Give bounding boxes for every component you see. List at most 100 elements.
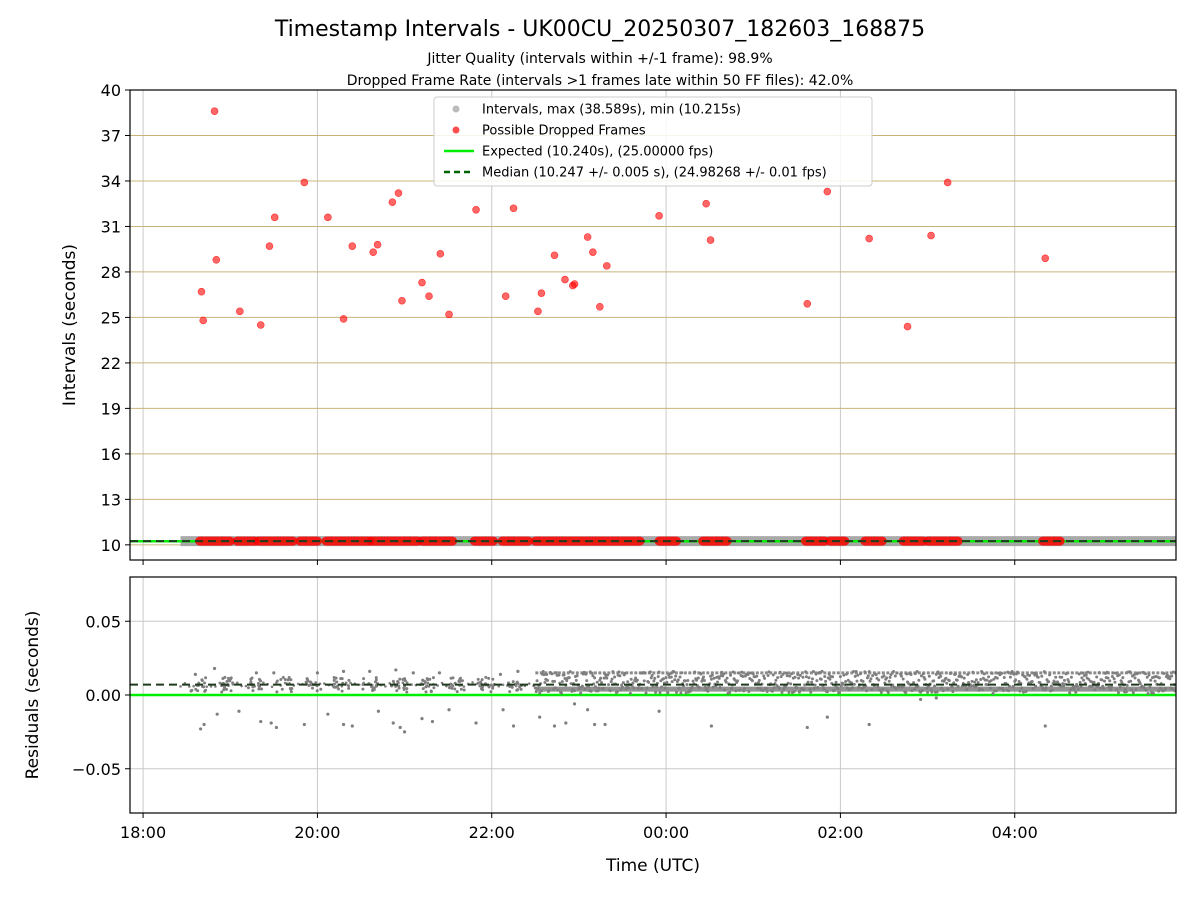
residual-point xyxy=(1067,680,1071,684)
residual-point xyxy=(724,680,728,684)
dropped-frame-point xyxy=(583,233,592,241)
residual-point xyxy=(451,684,455,688)
residual-point xyxy=(815,679,819,683)
residual-point xyxy=(489,690,493,694)
residual-outlier xyxy=(254,671,258,675)
residual-point xyxy=(620,683,624,687)
residual-point xyxy=(1116,691,1120,695)
residual-point xyxy=(766,673,770,677)
residual-point xyxy=(804,675,808,679)
residual-point xyxy=(194,687,198,691)
residual-point xyxy=(834,680,838,684)
residual-point xyxy=(696,676,700,680)
residual-outlier xyxy=(586,708,590,712)
residual-point xyxy=(676,678,680,682)
residual-point xyxy=(553,679,557,683)
residual-outlier xyxy=(709,724,714,728)
residual-point xyxy=(347,686,351,690)
residual-point xyxy=(535,679,539,683)
residual-point xyxy=(371,687,375,691)
residual-point xyxy=(543,680,547,684)
intervals-panel: 10 13 16 19 22 25 28 31 34 37 40 Intervals (seconds… xyxy=(60,81,1177,565)
dropped-frame-point xyxy=(706,236,715,244)
residual-point xyxy=(231,683,235,686)
residual-point xyxy=(952,681,956,685)
residual-point xyxy=(1014,678,1018,682)
residual-point xyxy=(888,675,892,679)
residual-point xyxy=(479,687,483,691)
residual-point xyxy=(397,681,400,685)
xtick-label: 22:00 xyxy=(469,823,515,842)
dropped-frame-point xyxy=(501,292,510,300)
residual-point xyxy=(401,678,405,682)
residual-point xyxy=(256,681,260,685)
residuals-data xyxy=(130,666,1176,734)
intervals-ytick-label: 37 xyxy=(101,126,121,145)
residual-point xyxy=(405,690,409,694)
residual-point xyxy=(559,691,563,695)
residual-point xyxy=(893,674,897,678)
residual-point xyxy=(789,682,793,686)
residual-point xyxy=(658,691,662,695)
residual-point xyxy=(220,690,224,694)
residual-point xyxy=(427,685,431,688)
residual-point xyxy=(283,677,287,681)
residual-point xyxy=(246,686,250,690)
residual-outlier xyxy=(215,712,219,716)
residual-point xyxy=(476,677,480,681)
residual-point xyxy=(780,690,784,694)
residual-point xyxy=(985,678,989,682)
residual-point xyxy=(222,688,226,692)
chart-subtitle-jitter: Jitter Quality (intervals within +/-1 fr… xyxy=(426,51,772,67)
residual-point xyxy=(823,675,827,679)
residual-point xyxy=(449,682,453,686)
residual-point xyxy=(565,679,569,683)
residual-point xyxy=(331,685,335,688)
residual-point xyxy=(887,679,891,683)
residual-point xyxy=(1149,678,1153,682)
residual-point xyxy=(798,673,802,677)
residuals-panel: −0.05 0.00 0.05 18:00 20:00 22:00 00:00 02:00 04… xyxy=(23,576,1177,876)
residual-point xyxy=(281,675,285,679)
residual-point xyxy=(976,680,980,684)
residual-point xyxy=(678,675,682,679)
residual-point xyxy=(332,678,336,682)
xtick-label: 00:00 xyxy=(643,823,689,842)
residual-point xyxy=(1030,679,1034,683)
residual-outlier xyxy=(350,724,354,728)
residual-point xyxy=(1157,676,1161,680)
residual-point xyxy=(702,678,706,682)
residual-point xyxy=(691,679,695,683)
residual-point xyxy=(755,674,759,678)
dropped-frame-point xyxy=(534,307,542,316)
residual-point xyxy=(609,680,613,684)
residual-point xyxy=(712,676,716,680)
legend-box xyxy=(433,96,873,187)
residual-outlier xyxy=(603,722,607,727)
residual-point xyxy=(508,690,512,694)
residual-point xyxy=(501,683,505,687)
residual-outlier xyxy=(315,671,320,675)
dropped-frame-point xyxy=(388,198,397,206)
residual-outlier xyxy=(447,708,451,712)
residual-point xyxy=(685,683,689,687)
residual-point xyxy=(1080,676,1084,680)
residual-point xyxy=(384,685,387,688)
residual-point xyxy=(516,688,520,692)
residual-outlier xyxy=(825,715,829,719)
dropped-frame-point xyxy=(197,287,206,296)
residual-outlier xyxy=(394,668,398,672)
residual-point xyxy=(919,674,923,678)
residual-point xyxy=(579,691,583,695)
residual-point xyxy=(253,685,256,688)
residuals-ytick-label: 0.05 xyxy=(85,612,121,631)
dropped-frame-point xyxy=(212,256,221,264)
residual-point xyxy=(613,675,617,679)
intervals-ytick-label: 25 xyxy=(101,308,121,327)
xtick-label: 04:00 xyxy=(992,823,1038,842)
residual-point xyxy=(852,682,856,686)
residual-point xyxy=(1170,674,1174,678)
residual-outlier xyxy=(199,727,203,731)
residual-point xyxy=(249,677,253,681)
